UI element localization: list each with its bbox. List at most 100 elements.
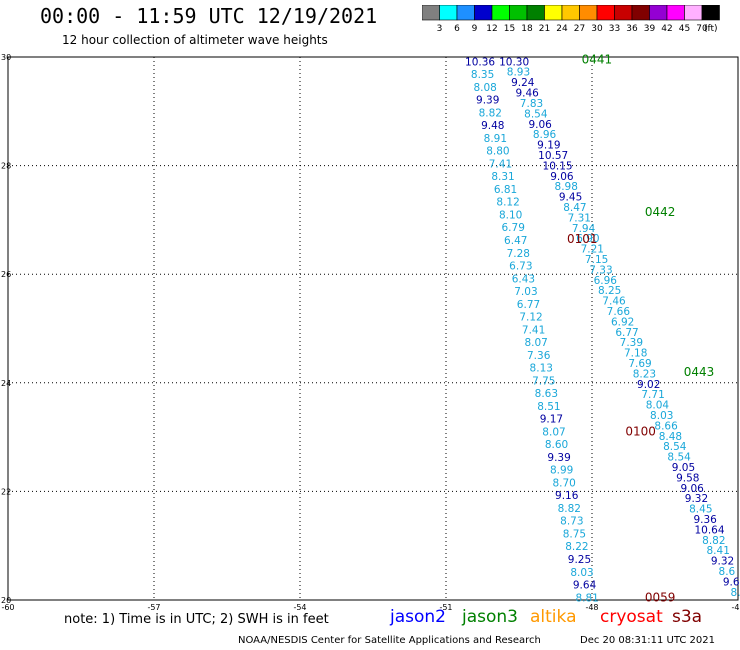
wave-height-value: 7.66 [607,306,631,318]
wave-height-value: 7.69 [628,358,651,370]
wave-height-value: 10.57 [538,150,568,162]
wave-height-value: 7.39 [620,337,643,349]
wave-height-value: 8.22 [565,541,588,553]
legend-tick-label: 36 [626,24,638,34]
wave-height-value: 8.45 [689,504,712,516]
wave-height-value: 8.82 [702,535,725,547]
wave-height-value: 7.15 [585,254,608,266]
wave-height-value: 7.41 [522,324,545,336]
wave-height-value: 8.48 [659,431,682,443]
legend-tick-label: 70 [696,24,708,34]
satellite-label-s3a: s3a [672,607,703,627]
legend-tick-label: 27 [574,24,585,34]
wave-height-value: 6.77 [517,299,540,311]
wave-height-value: 8.63 [535,388,558,400]
pass-time-label: 0443 [684,365,715,379]
wave-height-value: 9.39 [476,95,499,107]
wave-height-value: 7.12 [519,312,542,324]
legend-tick-label: 18 [521,24,533,34]
pass-time-label: 0442 [645,205,676,219]
wave-height-value: 8.96 [533,129,557,141]
wave-height-value: 8.03 [570,567,593,579]
lat-tick-label: 28 [1,162,11,171]
wave-height-value: 8.93 [507,67,530,79]
legend-swatch [701,5,720,21]
legend-tick-label: 9 [472,24,478,34]
map-title: 00:00 - 11:59 UTC 12/19/2021 [40,4,378,28]
wave-height-value: 7.18 [624,348,647,360]
wave-height-value: 7.31 [568,212,591,224]
lat-tick-label: 26 [1,270,11,279]
satellite-label-cryosat: cryosat [600,607,663,627]
satellite-label-altika: altika [530,607,577,627]
legend-tick-label: 39 [644,24,656,34]
wave-height-value: 9.06 [680,483,704,495]
credit-line: NOAA/NESDIS Center for Satellite Applica… [238,635,541,646]
map-subtitle: 12 hour collection of altimeter wave hei… [62,33,328,47]
wave-height-value: 6.73 [509,261,532,273]
pass-time-label: 0101 [567,232,598,246]
wave-height-value: 9.16 [555,490,579,502]
wave-height-value: 9.6 [723,576,740,588]
legend-tick-label: 15 [504,24,515,34]
wave-height-value: 8.82 [558,503,581,515]
wave-height-value: 9.45 [559,192,582,204]
wave-height-value: 8. [731,587,740,599]
wave-height-value: 9.06 [528,119,552,131]
wave-height-value: 7.46 [602,296,626,308]
wave-height-value: 7.21 [581,244,604,256]
wave-height-value: 7.33 [589,264,612,276]
wave-height-value: 8.08 [473,82,496,94]
wave-height-value: 9.05 [672,462,695,474]
legend-tick-label: 21 [539,24,550,34]
pass-time-label: 0441 [582,53,613,67]
wave-height-value: 7.83 [520,98,543,110]
lat-tick-label: 22 [1,487,11,496]
pass-time-label: 0059 [645,590,676,604]
wave-height-value: 8.23 [633,368,656,380]
lat-tick-label: 20 [1,596,11,605]
wave-height-value: 8.07 [542,426,565,438]
lon-tick-label: -45 [731,603,740,612]
wave-height-value: 9.32 [711,556,734,568]
legend-tick-label: 33 [609,24,620,34]
wave-height-value: 9.17 [540,414,563,426]
color-legend: 3 6 9 12 15 18 21 24 27 30 33 36 39 42 45 70(ft) [422,5,720,34]
lat-tick-label: 30 [1,53,11,62]
wave-height-value: 6.43 [512,273,535,285]
wave-height-value: 8.66 [654,420,678,432]
wave-height-value: 7.75 [532,375,555,387]
wave-height-value: 8.13 [530,363,553,375]
wave-height-value: 7.71 [641,389,664,401]
generated-timestamp: Dec 20 08:31:11 UTC 2021 [580,635,715,646]
wave-height-value: 6.92 [611,316,634,328]
wave-height-value: 6.90 [576,233,599,245]
legend-tick-label: 45 [679,24,690,34]
wave-height-value: 8.03 [650,410,673,422]
wave-height-value: 7.03 [514,286,537,298]
wave-height-value: 8.80 [486,146,509,158]
wave-height-value: 10.15 [543,160,573,172]
wave-height-value: 6.77 [615,327,638,339]
wave-height-value: 9.19 [537,140,560,152]
wave-height-value: 9.06 [550,171,574,183]
lon-tick-label: -54 [293,603,306,612]
wave-height-value: 8.81 [575,592,598,604]
wave-height-value: 6.81 [494,184,517,196]
wave-height-value: 8.07 [524,337,547,349]
wave-height-value: 6.47 [504,235,527,247]
legend-tick-label: 42 [661,24,672,34]
satellite-label-jason3: jason3 [462,607,518,627]
wave-height-value: 10.30 [499,56,529,68]
wave-height-value: 8.25 [598,285,621,297]
footer-note: note: 1) Time is in UTC; 2) SWH is in fe… [64,612,329,627]
wave-height-value: 8.73 [560,516,583,528]
wave-height-value: 8.54 [524,108,548,120]
lon-tick-label: -48 [585,603,598,612]
wave-height-value: 8.31 [491,171,514,183]
wave-height-value: 8.6 [719,566,736,578]
wave-height-value: 7.28 [507,248,530,260]
wave-height-value: 6.96 [594,275,618,287]
pass-time-label: 0100 [625,425,656,439]
wave-height-value: 8.41 [707,545,730,557]
